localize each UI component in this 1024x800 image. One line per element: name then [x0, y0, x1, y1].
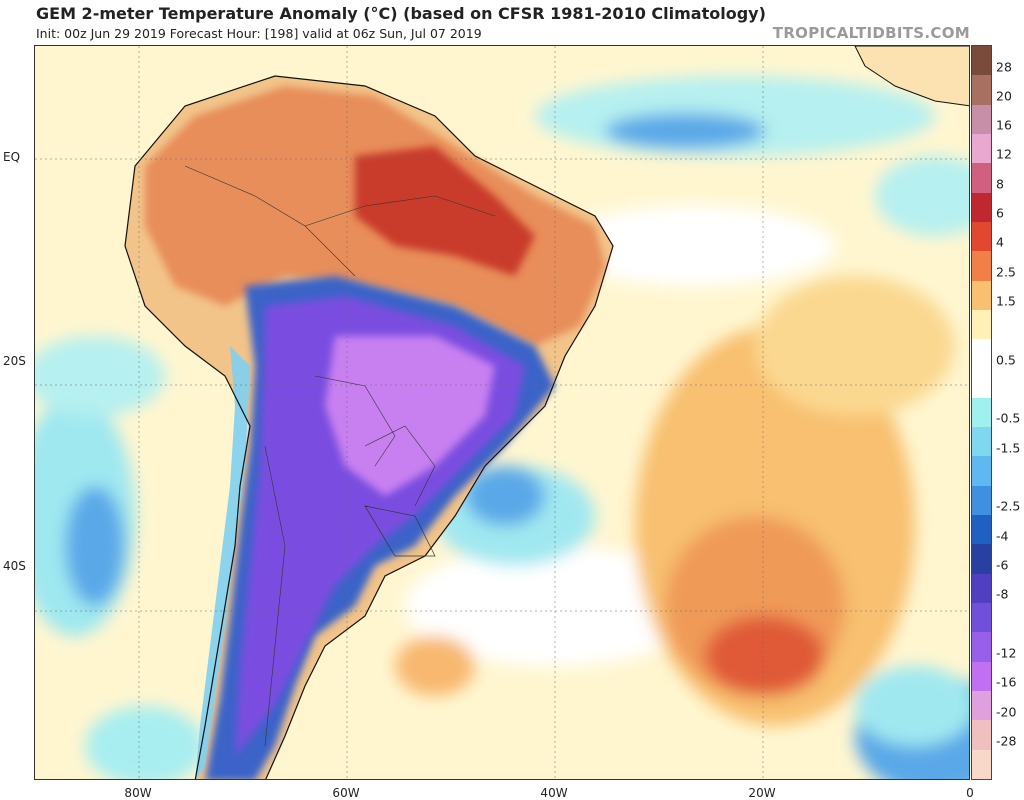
- colorbar-label: -28: [996, 733, 1017, 749]
- colorbar-segment: [972, 104, 991, 135]
- colorbar-segment: [972, 632, 991, 663]
- map-panel[interactable]: [34, 45, 970, 780]
- colorbar-label: -0.5: [996, 410, 1021, 426]
- colorbar-segment: [972, 720, 991, 751]
- colorbar-label: -2.5: [996, 498, 1021, 514]
- colorbar-label: 1.5: [996, 293, 1016, 309]
- colorbar-label: -8: [996, 586, 1009, 602]
- colorbar-segment: [972, 603, 991, 633]
- colorbar-segment: [972, 251, 991, 282]
- colorbar-segment: [972, 749, 991, 780]
- lon-tick-label: 80W: [124, 786, 152, 800]
- colorbar-segment: [972, 397, 991, 428]
- map-title: GEM 2-meter Temperature Anomaly (°C) (ba…: [36, 4, 766, 23]
- colorbar-label: 6: [996, 205, 1004, 221]
- colorbar-segment: [972, 163, 991, 194]
- colorbar-label: -1.5: [996, 440, 1021, 456]
- colorbar-label: -20: [996, 704, 1017, 720]
- colorbar-segment: [972, 309, 991, 340]
- colorbar-segment: [972, 661, 991, 692]
- colorbar-segment: [972, 515, 991, 545]
- colorbar-label: -4: [996, 528, 1009, 544]
- colorbar-label: 12: [996, 146, 1012, 162]
- lon-tick-label: 40W: [540, 786, 568, 800]
- colorbar-segment: [972, 280, 991, 311]
- colorbar-segment: [972, 339, 991, 369]
- colorbar-label: -6: [996, 557, 1009, 573]
- anomaly-map: [35, 46, 969, 779]
- colorbar-label: 8: [996, 176, 1004, 192]
- colorbar-segment: [972, 192, 991, 223]
- colorbar-label: -16: [996, 674, 1017, 690]
- colorbar-label: -12: [996, 645, 1017, 661]
- ocean-anomaly-shading: [35, 76, 969, 779]
- map-subtitle: Init: 00z Jun 29 2019 Forecast Hour: [19…: [36, 26, 482, 41]
- colorbar-label: 4: [996, 234, 1004, 250]
- colorbar-segment: [972, 133, 991, 164]
- lat-tick-label: 20S: [3, 354, 26, 369]
- colorbar-segment: [972, 456, 991, 487]
- lon-tick-label: 20W: [748, 786, 776, 800]
- colorbar-segment: [972, 485, 991, 516]
- lat-tick-label: 40S: [3, 558, 26, 573]
- colorbar-segment: [972, 544, 991, 575]
- colorbar-label: 20: [996, 88, 1012, 104]
- colorbar-segment: [972, 221, 991, 252]
- colorbar-segment: [972, 573, 991, 604]
- colorbar-label: 0.5: [996, 352, 1016, 368]
- africa-land: [854, 46, 969, 107]
- source-watermark: TROPICALTIDBITS.COM: [772, 24, 970, 42]
- lat-tick-label: EQ: [3, 150, 21, 165]
- colorbar-label: 16: [996, 117, 1012, 133]
- colorbar-label: 2.5: [996, 264, 1016, 280]
- colorbar-segment: [972, 46, 991, 76]
- south-america-land: [124, 75, 614, 779]
- colorbar-segment: [972, 75, 991, 106]
- colorbar: [971, 45, 992, 780]
- colorbar-label: 28: [996, 59, 1012, 75]
- colorbar-segment: [972, 368, 991, 399]
- lon-tick-label: 60W: [332, 786, 360, 800]
- colorbar-segment: [972, 427, 991, 457]
- lon-tick-label: 0: [966, 786, 974, 800]
- colorbar-segment: [972, 691, 991, 721]
- graticule: [35, 46, 969, 779]
